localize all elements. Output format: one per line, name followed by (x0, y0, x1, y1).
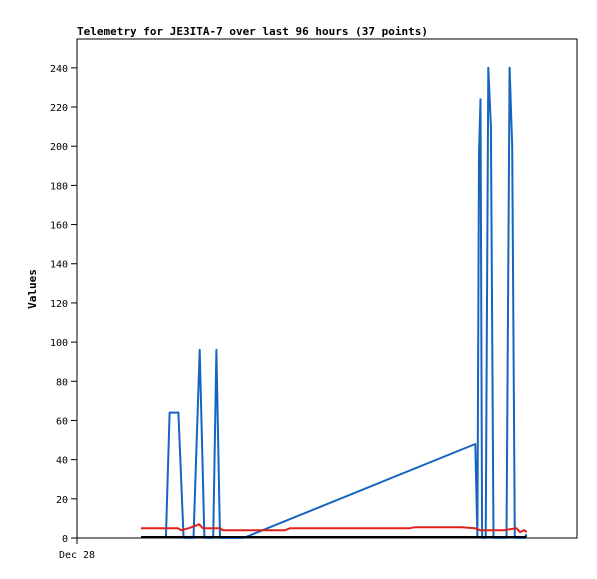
y-tick-label-11: 220 (50, 103, 68, 114)
y-tick-label-5: 100 (50, 338, 68, 349)
series-lines (141, 66, 528, 539)
x-tick-label-0: Dec 28 (59, 550, 95, 561)
plot-area (76, 38, 578, 539)
y-tick-label-1: 20 (56, 495, 68, 506)
y-tick-label-10: 200 (50, 142, 68, 153)
y-axis-label: Values (26, 269, 39, 309)
y-tick-label-2: 40 (56, 456, 68, 467)
y-axis-ticks: 0 20 40 60 80 100 120 140 160 180 200 220 240 (50, 64, 77, 545)
series-line-0 (164, 66, 528, 539)
y-tick-label-9: 180 (50, 181, 68, 192)
y-tick-label-6: 120 (50, 299, 68, 310)
y-tick-label-8: 160 (50, 221, 68, 232)
chart-title: Telemetry for JE3ITA-7 over last 96 hour… (77, 25, 428, 38)
y-tick-label-7: 140 (50, 260, 68, 271)
y-tick-label-12: 240 (50, 64, 68, 75)
series-line-1 (141, 523, 528, 534)
y-tick-label-4: 80 (56, 377, 68, 388)
y-tick-label-0: 0 (62, 534, 68, 545)
x-axis-ticks: Dec 28 (59, 538, 95, 561)
y-tick-label-3: 60 (56, 416, 68, 427)
